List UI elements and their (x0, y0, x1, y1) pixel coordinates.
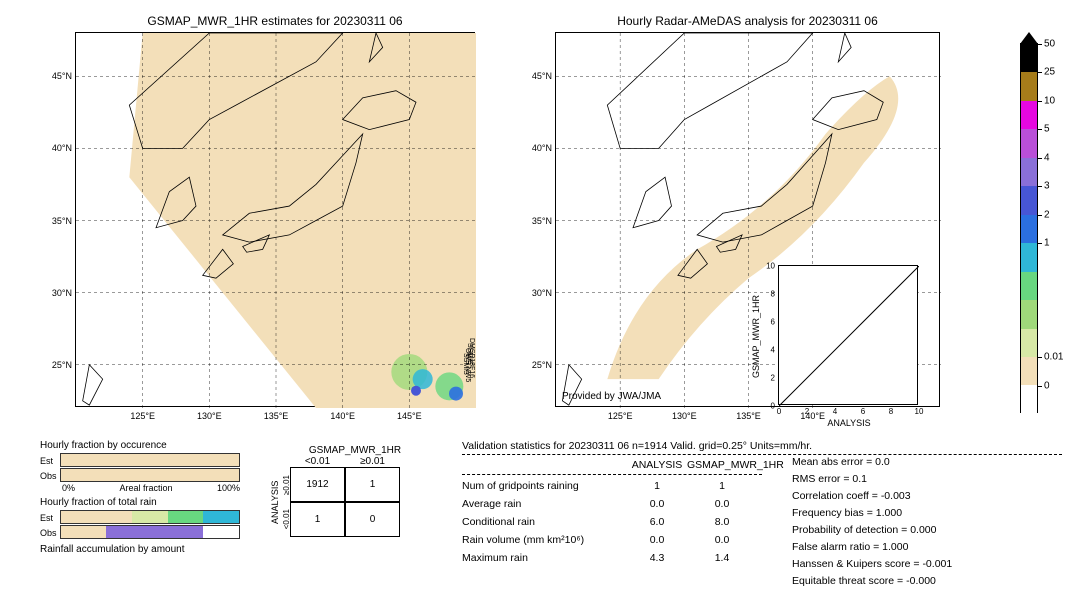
areal-label: Areal fraction (119, 483, 172, 493)
scatter-ylabel: GSMAP_MWR_1HR (751, 266, 761, 406)
cont-01: 1 (345, 467, 400, 502)
validation-header: Validation statistics for 20230311 06 n=… (462, 440, 1062, 452)
cont-title: GSMAP_MWR_1HR (290, 445, 420, 456)
stat-metric: Hanssen & Kuipers score = -0.001 (792, 558, 1052, 575)
cont-00: 1912 (290, 467, 345, 502)
cont-col0: <0.01 (290, 456, 345, 467)
cont-rowaxis: ANALYSIS (270, 467, 282, 537)
pct-100: 100% (217, 483, 240, 493)
stat-row: Num of gridpoints raining11 (462, 477, 762, 495)
colorbar: 502510543210.010 (1020, 32, 1060, 402)
cont-10: 1 (290, 502, 345, 537)
tot-title: Hourly fraction of total rain (40, 497, 240, 508)
stat-row: Maximum rain4.31.4 (462, 549, 762, 567)
sat-label: SSMIS (462, 353, 469, 375)
stat-metric: Mean abs error = 0.0 (792, 456, 1052, 473)
fraction-block: Hourly fraction by occurence EstObs 0% A… (40, 440, 240, 557)
pct-0: 0% (62, 483, 75, 493)
vcol-a: ANALYSIS (627, 459, 687, 471)
occ-title: Hourly fraction by occurence (40, 440, 240, 451)
stat-metric: Equitable threat score = -0.000 (792, 575, 1052, 592)
map2-attribution: Provided by JWA/JMA (562, 391, 661, 402)
stat-row: Conditional rain6.08.0 (462, 513, 762, 531)
figure-root: GSMAP_MWR_1HR estimates for 20230311 06 … (0, 0, 1080, 612)
scatter-inset: 00224466881010ANALYSISGSMAP_MWR_1HR (778, 265, 918, 405)
stat-metric: RMS error = 0.1 (792, 473, 1052, 490)
scatter-xlabel: ANALYSIS (779, 418, 919, 428)
map1-title: GSMAP_MWR_1HR estimates for 20230311 06 (75, 14, 475, 28)
stat-metric: Frequency bias = 1.000 (792, 507, 1052, 524)
validation-block: Validation statistics for 20230311 06 n=… (462, 440, 1062, 592)
acc-title: Rainfall accumulation by amount (40, 544, 240, 555)
stat-row: Average rain0.00.0 (462, 495, 762, 513)
stat-metric: Correlation coeff = -0.003 (792, 490, 1052, 507)
contingency-table: GSMAP_MWR_1HR <0.01 ≥0.01 ANALYSIS ≥0.01… (270, 445, 420, 537)
stat-row: Rain volume (mm km²10⁶)0.00.0 (462, 531, 762, 549)
cont-col1: ≥0.01 (345, 456, 400, 467)
stat-metric: Probability of detection = 0.000 (792, 524, 1052, 541)
vcol-b: GSMAP_MWR_1HR (687, 459, 757, 471)
cont-11: 0 (345, 502, 400, 537)
map2-title: Hourly Radar-AMeDAS analysis for 2023031… (555, 14, 940, 28)
stat-metric: False alarm ratio = 1.000 (792, 541, 1052, 558)
map1-panel: 25°N30°N35°N40°N45°N125°E130°E135°E140°E… (75, 32, 475, 407)
